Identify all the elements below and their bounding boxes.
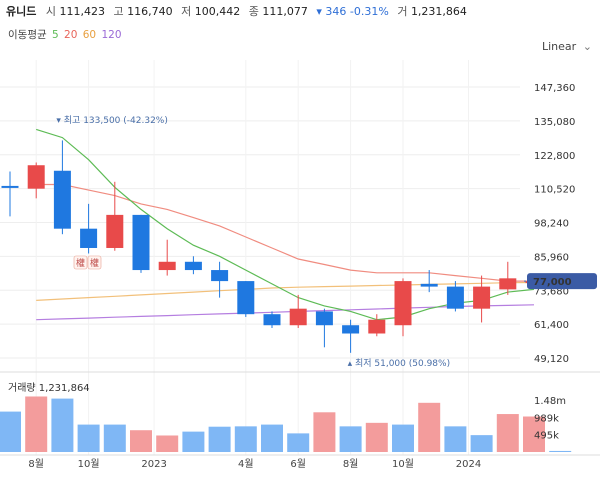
event-badge xyxy=(73,255,88,270)
volume-tick-label: 989k xyxy=(534,413,559,424)
open-value: 111,423 xyxy=(59,5,106,18)
volume-bar xyxy=(418,402,441,452)
volume-value: 1,231,864 xyxy=(410,5,467,18)
candle-body xyxy=(158,261,176,271)
y-tick-label: 147,360 xyxy=(534,83,575,94)
stock-name: 유니드 xyxy=(6,5,37,18)
candle-body xyxy=(368,319,386,334)
event-badge-label: 權 xyxy=(90,257,99,269)
quote-header: 유니드 시 111,423 고 116,740 저 100,442 종 111,… xyxy=(6,3,472,19)
volume-tick-label: 1.48m xyxy=(534,396,566,407)
y-tick-label: 49,120 xyxy=(534,354,569,365)
candle-body xyxy=(394,281,412,326)
candle-body xyxy=(289,308,307,326)
y-tick-label: 122,800 xyxy=(534,151,575,162)
volume-bar xyxy=(234,426,257,452)
event-badge xyxy=(87,255,102,270)
low-label: 저 xyxy=(181,5,192,18)
volume-bar xyxy=(130,430,152,452)
scale-dropdown[interactable]: Linear ⌄ xyxy=(542,40,592,53)
candle-body xyxy=(446,286,464,309)
y-tick-label: 135,080 xyxy=(534,117,575,128)
x-tick-label: 10월 xyxy=(78,458,100,470)
volume-bar xyxy=(103,424,126,452)
current-price-tag xyxy=(527,273,597,290)
event-badge-label: 權 xyxy=(76,257,85,269)
volume-bar xyxy=(182,431,205,452)
scale-label: Linear xyxy=(542,40,577,53)
candle-body xyxy=(263,314,281,326)
x-tick-label: 8월 xyxy=(28,458,44,470)
x-tick-label: 2023 xyxy=(141,459,166,470)
candle-body xyxy=(420,283,438,287)
volume-label: 거 xyxy=(397,5,408,18)
y-tick-label: 98,240 xyxy=(534,219,569,230)
max-annotation: ▾ 최고 133,500 (-42.32%) xyxy=(56,115,167,126)
candle-body xyxy=(27,165,45,189)
y-tick-label: 85,960 xyxy=(534,252,569,263)
y-tick-label: 61,400 xyxy=(534,320,569,331)
current-price-label: 77,000 xyxy=(533,277,572,288)
candle-body xyxy=(1,185,19,188)
x-tick-label: 10월 xyxy=(392,458,414,470)
change-value: ▾ 346 -0.31% xyxy=(316,5,389,18)
candle-body xyxy=(211,270,229,282)
volume-bar xyxy=(261,424,283,452)
volume-bar xyxy=(156,435,179,452)
x-tick-label: 8월 xyxy=(343,458,359,470)
candle-body xyxy=(237,281,255,315)
ma120-toggle[interactable]: 120 xyxy=(101,29,122,41)
candle-body xyxy=(315,311,333,326)
y-tick-label: 110,520 xyxy=(534,185,575,196)
volume-bar xyxy=(523,416,545,452)
volume-bar xyxy=(51,398,74,452)
close-value: 111,077 xyxy=(262,5,308,18)
ma-legend: 이동평균 5 20 60 120 xyxy=(8,27,124,42)
volume-bar xyxy=(470,435,493,452)
candle-body xyxy=(106,214,124,248)
volume-bar xyxy=(339,426,362,452)
volume-bar xyxy=(444,426,467,452)
volume-bar xyxy=(496,414,519,452)
ma5-toggle[interactable]: 5 xyxy=(51,29,59,41)
volume-tick-label: 495k xyxy=(534,431,559,442)
ma60-line xyxy=(36,281,535,301)
y-tick-label: 73,680 xyxy=(534,286,569,297)
candle-body xyxy=(53,170,71,229)
chevron-down-icon: ⌄ xyxy=(582,40,592,53)
volume-bar xyxy=(313,412,336,452)
volume-bar xyxy=(0,411,21,452)
volume-bar xyxy=(208,426,231,452)
candle-body xyxy=(473,286,491,309)
volume-bar xyxy=(549,450,572,452)
high-value: 116,740 xyxy=(127,5,173,18)
x-tick-label: 4월 xyxy=(238,458,254,470)
volume-bar xyxy=(287,433,310,452)
volume-title: 거래량 1,231,864 xyxy=(8,382,90,394)
candle-body xyxy=(499,278,517,290)
volume-bar xyxy=(392,424,414,452)
candle-body xyxy=(80,228,98,248)
open-label: 시 xyxy=(45,5,56,18)
high-label: 고 xyxy=(113,5,124,18)
ma-legend-label: 이동평균 xyxy=(8,29,47,41)
ma20-toggle[interactable]: 20 xyxy=(64,29,78,41)
volume-bar xyxy=(77,424,100,452)
low-value: 100,442 xyxy=(194,5,241,18)
candle-body xyxy=(342,325,360,334)
candle-body xyxy=(132,214,150,271)
close-label: 종 xyxy=(248,5,259,18)
volume-bar xyxy=(25,396,48,452)
volume-bar xyxy=(365,422,388,452)
ma20-line xyxy=(36,183,534,282)
x-tick-label: 6월 xyxy=(290,458,306,470)
min-annotation: ▴ 최저 51,000 (50.98%) xyxy=(348,358,451,369)
ma60-toggle[interactable]: 60 xyxy=(82,29,97,41)
x-tick-label: 2024 xyxy=(456,459,481,470)
candle-body xyxy=(184,261,202,271)
